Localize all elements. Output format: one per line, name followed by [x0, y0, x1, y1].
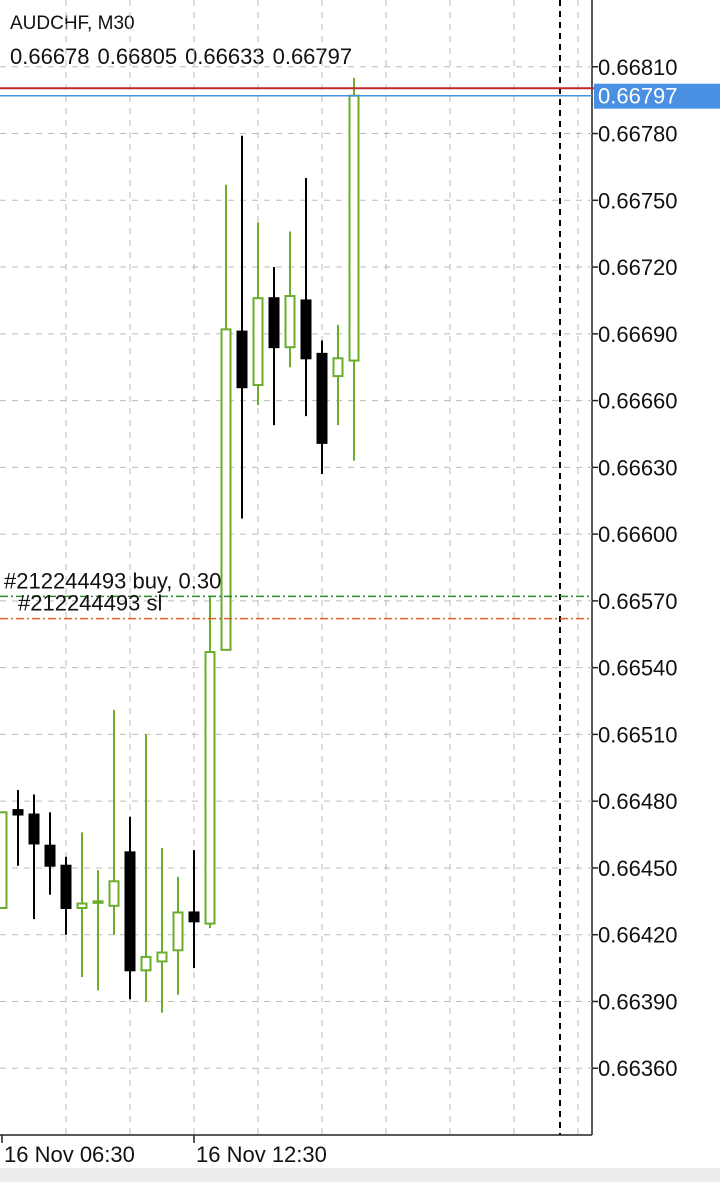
y-tick-label: 0.66420 [598, 923, 678, 948]
x-tick-label: 16 Nov 12:30 [196, 1142, 327, 1167]
candle-body [0, 811, 8, 909]
y-tick-label: 0.66570 [598, 589, 678, 614]
ohlc-readout: 0.66678 0.66805 0.66633 0.66797 [10, 44, 352, 69]
y-tick-label: 0.66540 [598, 656, 678, 681]
candle-body [204, 651, 216, 925]
candle-body [140, 955, 152, 972]
candle-body [332, 357, 344, 378]
candle-body [76, 902, 88, 909]
candle-body [124, 851, 136, 972]
ohlc-close: 0.66797 [273, 44, 353, 69]
marks [0, 77, 360, 1013]
candle-body [316, 352, 328, 444]
candle-body [188, 911, 200, 923]
candle-body [44, 844, 56, 867]
candle-body [284, 294, 296, 349]
y-tick-label: 0.66630 [598, 455, 678, 480]
candle-body [236, 330, 248, 389]
x-tick-label: 16 Nov 06:30 [4, 1142, 135, 1167]
y-tick-label: 0.66750 [598, 188, 678, 213]
candle-body [220, 328, 232, 651]
y-tick-label: 0.66810 [598, 55, 678, 80]
candle-body [12, 809, 24, 816]
y-tick-label: 0.66780 [598, 122, 678, 147]
candle-body [28, 813, 40, 845]
ohlc-open: 0.66678 [10, 44, 90, 69]
chart-title: AUDCHF, M30 [10, 13, 135, 34]
bid-label: 0.66797 [598, 84, 678, 109]
candle-body [252, 297, 264, 387]
candle-body [156, 951, 168, 963]
candle-body [172, 911, 184, 952]
order-label: #212244493 buy, 0.30 [4, 568, 221, 593]
y-tick-label: 0.66690 [598, 322, 678, 347]
y-tick-label: 0.66390 [598, 989, 678, 1014]
y-tick-label: 0.66600 [598, 522, 678, 547]
y-tick-label: 0.66360 [598, 1056, 678, 1081]
ohlc-low: 0.66633 [185, 44, 265, 69]
ohlc-high: 0.66805 [98, 44, 178, 69]
candle-body [268, 297, 280, 349]
y-tick-label: 0.66720 [598, 255, 678, 280]
y-tick-label: 0.66510 [598, 722, 678, 747]
y-tick-label: 0.66450 [598, 856, 678, 881]
candle-body [300, 299, 312, 360]
candle-body [108, 880, 120, 907]
candle-body [60, 864, 72, 910]
candle-body [348, 94, 360, 362]
y-tick-label: 0.66480 [598, 789, 678, 814]
y-tick-label: 0.66660 [598, 389, 678, 414]
order-label: #212244493 sl [18, 591, 162, 616]
candle-body [92, 900, 104, 904]
bottom-bar [0, 1168, 720, 1182]
bid-label-box [594, 83, 720, 109]
